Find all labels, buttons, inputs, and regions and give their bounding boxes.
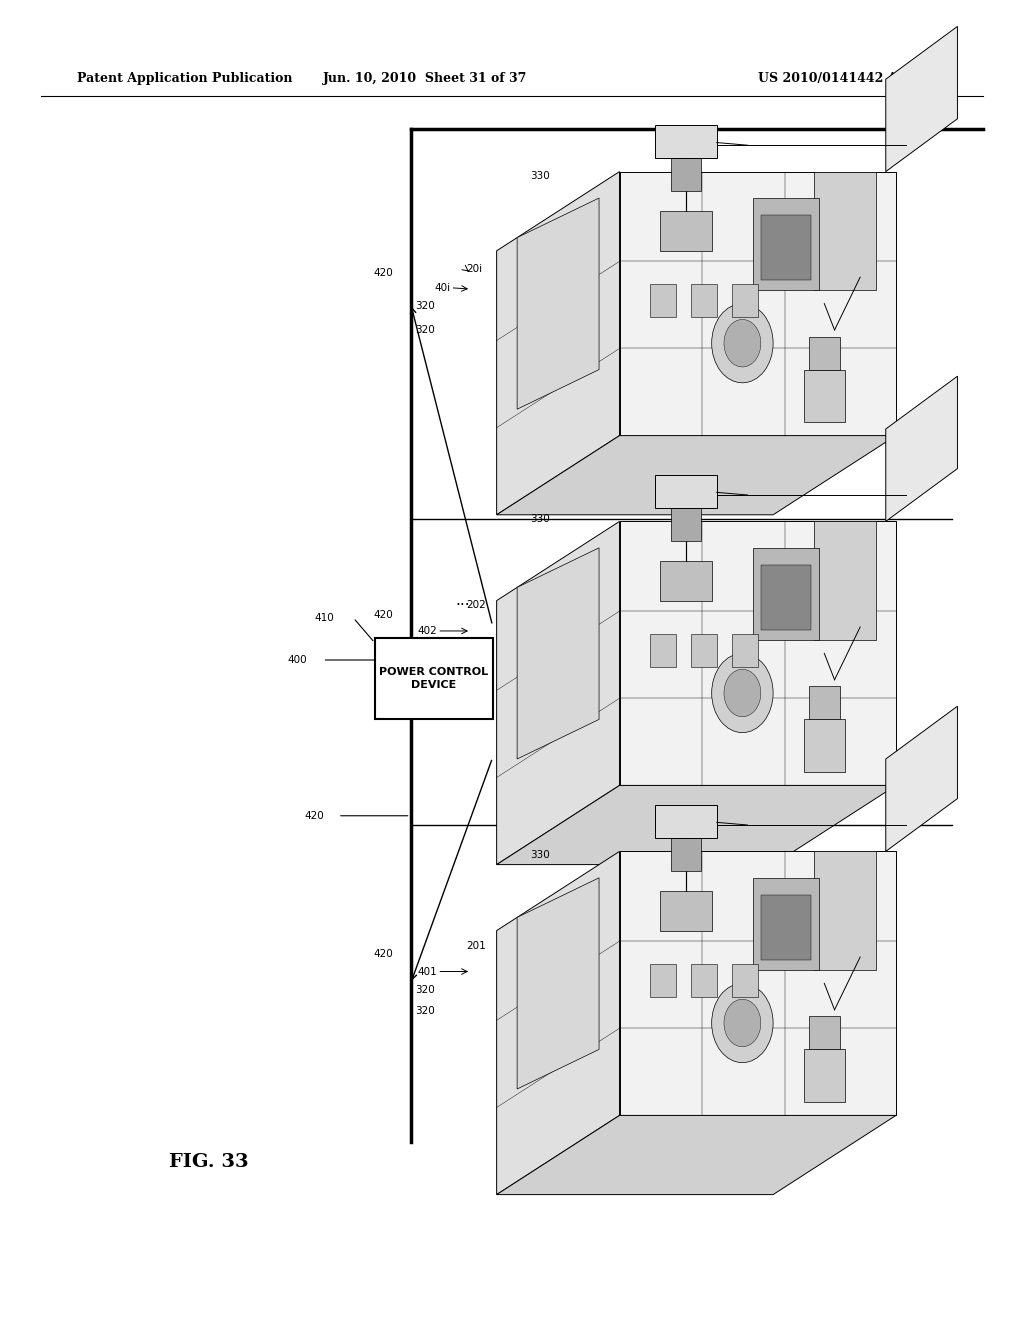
Bar	[660, 211, 712, 251]
Text: 201: 201	[466, 941, 485, 952]
Text: 320: 320	[415, 325, 435, 335]
Bar	[655, 805, 717, 838]
Text: 40i: 40i	[434, 282, 451, 293]
Circle shape	[724, 319, 761, 367]
Text: 330: 330	[529, 513, 550, 524]
Text: 320: 320	[415, 1006, 435, 1016]
Polygon shape	[497, 851, 620, 1195]
Text: 400: 400	[288, 655, 307, 665]
Text: US 2010/0141442 A1: US 2010/0141442 A1	[758, 73, 906, 84]
Bar	[375, 638, 493, 719]
Bar	[691, 284, 717, 317]
Text: 420: 420	[373, 268, 393, 279]
Circle shape	[724, 999, 761, 1047]
Bar	[804, 719, 845, 772]
Text: Patent Application Publication: Patent Application Publication	[77, 73, 292, 84]
Polygon shape	[497, 172, 620, 515]
Polygon shape	[497, 785, 896, 865]
Bar	[761, 565, 811, 630]
Bar	[650, 284, 676, 317]
Bar	[804, 1049, 845, 1102]
Bar	[660, 561, 712, 601]
Polygon shape	[886, 26, 957, 172]
Polygon shape	[814, 521, 876, 640]
Text: POWER CONTROL
DEVICE: POWER CONTROL DEVICE	[379, 667, 488, 690]
Polygon shape	[814, 851, 876, 970]
Circle shape	[724, 669, 761, 717]
Bar	[809, 686, 840, 719]
Bar	[691, 964, 717, 997]
Bar	[671, 158, 701, 191]
Text: 330: 330	[529, 170, 550, 181]
Polygon shape	[517, 548, 599, 759]
Bar	[671, 838, 701, 871]
Bar	[753, 548, 819, 640]
Text: FIG. 33: FIG. 33	[169, 1152, 249, 1171]
Bar	[753, 198, 819, 290]
Bar	[671, 508, 701, 541]
Polygon shape	[886, 706, 957, 851]
Circle shape	[712, 304, 773, 383]
Text: ...: ...	[456, 593, 470, 609]
Text: 420: 420	[305, 810, 325, 821]
Bar	[620, 521, 896, 785]
Text: 410: 410	[314, 612, 334, 623]
Text: 401: 401	[418, 966, 437, 977]
Circle shape	[712, 653, 773, 733]
Text: 320: 320	[415, 669, 435, 680]
Text: 330: 330	[529, 850, 550, 861]
Bar	[809, 1016, 840, 1049]
Bar	[655, 475, 717, 508]
Polygon shape	[814, 172, 876, 290]
Bar	[620, 172, 896, 436]
Bar	[655, 125, 717, 158]
Bar	[809, 337, 840, 370]
Bar	[732, 634, 758, 667]
Bar	[660, 891, 712, 931]
Text: 402: 402	[418, 626, 437, 636]
Text: Jun. 10, 2010  Sheet 31 of 37: Jun. 10, 2010 Sheet 31 of 37	[323, 73, 527, 84]
Circle shape	[712, 983, 773, 1063]
Polygon shape	[886, 376, 957, 521]
Text: 420: 420	[373, 610, 393, 620]
Polygon shape	[497, 436, 896, 515]
Text: 20i: 20i	[466, 264, 482, 275]
Bar	[650, 964, 676, 997]
Bar	[732, 284, 758, 317]
Polygon shape	[497, 1115, 896, 1195]
Text: 320: 320	[415, 301, 435, 312]
Bar	[691, 634, 717, 667]
Polygon shape	[497, 521, 620, 865]
Bar	[761, 895, 811, 960]
Bar	[620, 851, 896, 1115]
Bar	[761, 215, 811, 280]
Bar	[650, 634, 676, 667]
Bar	[732, 964, 758, 997]
Bar	[753, 878, 819, 970]
Bar	[804, 370, 845, 422]
Polygon shape	[517, 878, 599, 1089]
Polygon shape	[517, 198, 599, 409]
Text: 202: 202	[466, 599, 485, 610]
Text: 420: 420	[373, 949, 393, 960]
Text: 320: 320	[415, 985, 435, 995]
Text: 320: 320	[415, 647, 435, 657]
